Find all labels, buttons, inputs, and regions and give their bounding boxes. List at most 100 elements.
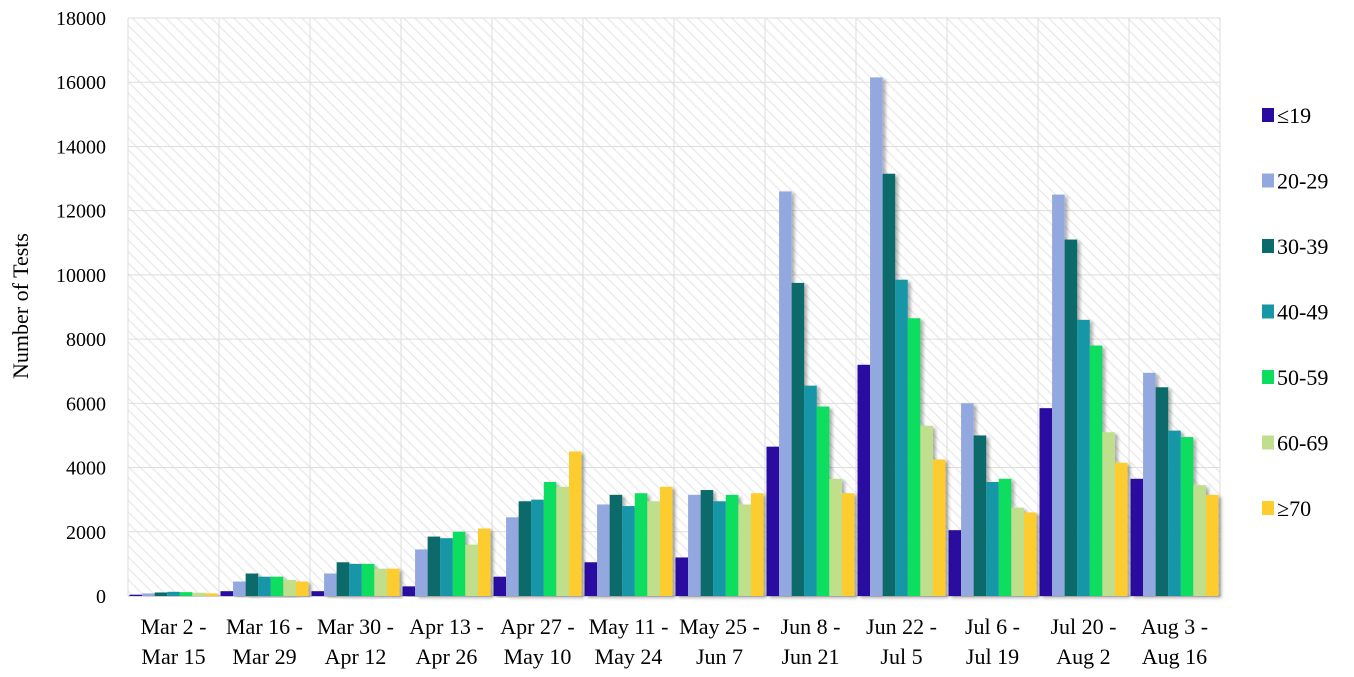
bar <box>245 573 259 596</box>
bar <box>518 501 532 596</box>
bar <box>932 459 946 596</box>
legend-label: 60-69 <box>1277 431 1328 456</box>
bar <box>829 478 842 596</box>
bar <box>841 493 855 596</box>
y-tick-label: 0 <box>96 586 106 608</box>
bar <box>1130 478 1144 596</box>
bar <box>920 425 933 596</box>
bar <box>179 592 193 596</box>
x-tick-label: May 25 -Jun 7 <box>679 614 760 669</box>
y-axis-title: Number of Tests <box>8 233 33 379</box>
bar <box>349 563 362 596</box>
bar <box>597 504 610 596</box>
bar <box>1168 430 1181 596</box>
x-tick-label: May 11 -May 24 <box>589 614 669 669</box>
bar <box>986 482 999 596</box>
bar <box>870 77 883 596</box>
bar <box>1102 432 1115 596</box>
bar <box>311 591 325 596</box>
bar <box>584 562 598 596</box>
y-tick-label: 2000 <box>66 522 106 544</box>
bar <box>1089 345 1103 596</box>
bar <box>233 581 246 596</box>
bar <box>634 493 648 596</box>
x-tick-label: Mar 2 -Mar 15 <box>141 614 207 669</box>
bar <box>324 573 337 596</box>
bar <box>700 490 714 596</box>
bar <box>857 364 871 596</box>
y-tick-label: 14000 <box>56 136 106 158</box>
x-tick-label: Jul 20 -Aug 2 <box>1051 614 1117 669</box>
bar <box>907 318 921 596</box>
legend-swatch <box>1262 370 1274 384</box>
bar <box>386 568 400 596</box>
bar <box>493 576 507 596</box>
bar <box>961 403 974 596</box>
bar <box>477 528 491 596</box>
bar <box>804 385 817 596</box>
y-tick-label: 6000 <box>66 393 106 415</box>
x-tick-label: Mar 30 -Apr 12 <box>317 614 394 669</box>
bar <box>531 499 544 596</box>
y-tick-label: 16000 <box>56 72 106 94</box>
legend-label: 20-29 <box>1277 169 1328 194</box>
bar <box>204 593 218 596</box>
bar <box>1180 437 1194 596</box>
y-tick-label: 18000 <box>56 8 106 30</box>
bar <box>465 544 478 596</box>
bar <box>973 435 987 596</box>
bar <box>192 592 205 596</box>
y-tick-label: 4000 <box>66 458 106 480</box>
bar <box>659 486 673 596</box>
bar <box>816 406 830 596</box>
x-tick-label: Jul 6 -Jul 19 <box>965 614 1020 669</box>
bar <box>1052 194 1065 596</box>
bar <box>167 591 180 596</box>
y-tick-label: 8000 <box>66 329 106 351</box>
legend-label: 40-49 <box>1277 300 1328 325</box>
bar <box>427 536 441 596</box>
bar <box>543 482 557 596</box>
bar <box>1205 494 1219 596</box>
y-tick-label: 10000 <box>56 265 106 287</box>
bar <box>1077 319 1090 596</box>
legend-swatch <box>1262 304 1274 319</box>
bar <box>129 594 143 596</box>
bar <box>283 579 296 596</box>
bar <box>452 531 466 596</box>
bar <box>738 504 751 596</box>
legend-swatch <box>1262 239 1274 253</box>
x-tick-label: Apr 13 -Apr 26 <box>409 614 484 669</box>
x-tick-label: Mar 16 -Mar 29 <box>226 614 303 669</box>
bars <box>129 77 1219 597</box>
x-tick-label: Jun 22 -Jul 5 <box>866 614 937 669</box>
x-axis-tick-labels: Mar 2 -Mar 15 Mar 16 -Mar 29 Mar 30 -Apr 1… <box>141 614 1209 669</box>
x-tick-label: Apr 27 -May 10 <box>500 614 575 669</box>
bar <box>1023 512 1037 596</box>
bar <box>766 446 780 596</box>
legend-label: ≥70 <box>1277 496 1311 521</box>
bar <box>295 581 309 596</box>
legend-label: ≤19 <box>1277 103 1311 128</box>
bar <box>725 494 739 596</box>
bar <box>998 478 1012 596</box>
y-tick-label: 12000 <box>56 201 106 223</box>
x-tick-label: Jun 8 -Jun 21 <box>781 614 841 669</box>
gridlines <box>127 17 1221 597</box>
bar <box>440 538 453 596</box>
bar <box>622 506 635 596</box>
bar <box>374 568 387 596</box>
bar <box>361 563 375 596</box>
bar <box>506 517 519 596</box>
legend-label: 50-59 <box>1277 365 1328 390</box>
bar <box>270 576 284 596</box>
bar <box>1193 485 1206 596</box>
bar <box>415 549 428 596</box>
bar <box>1114 462 1128 596</box>
bar <box>556 486 569 596</box>
bar <box>402 586 416 596</box>
legend-swatch <box>1262 501 1274 515</box>
bar <box>750 493 764 596</box>
legend: ≤19 20-29 30-39 40-49 50-59 60-69 ≥70 <box>1262 103 1328 521</box>
bar <box>154 592 168 596</box>
